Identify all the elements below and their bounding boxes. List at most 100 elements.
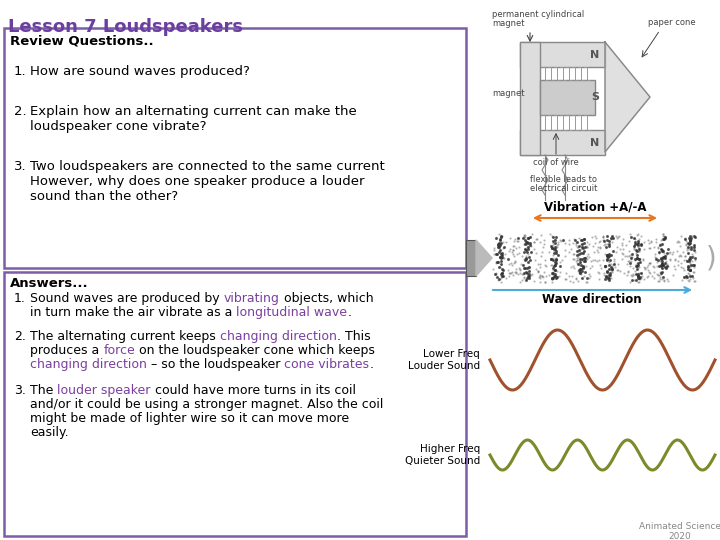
Point	[521, 254, 532, 262]
Point	[590, 232, 601, 240]
Point	[578, 262, 590, 271]
Point	[490, 250, 502, 259]
Point	[654, 240, 666, 249]
Point	[598, 269, 609, 278]
Point	[632, 261, 644, 269]
Point	[547, 268, 559, 277]
Point	[495, 269, 506, 278]
Point	[603, 261, 615, 269]
Point	[687, 252, 698, 260]
Point	[575, 258, 586, 267]
Point	[577, 244, 588, 252]
Point	[546, 270, 558, 279]
Point	[497, 266, 508, 274]
Text: vibrating: vibrating	[224, 292, 279, 305]
Point	[518, 240, 530, 248]
Point	[604, 252, 616, 261]
Point	[683, 240, 695, 248]
Point	[682, 268, 693, 277]
Point	[549, 245, 560, 253]
Point	[687, 274, 698, 283]
Point	[632, 271, 644, 280]
Point	[659, 251, 670, 260]
Point	[618, 252, 630, 260]
Point	[587, 255, 598, 264]
Point	[567, 249, 579, 258]
Point	[680, 252, 691, 260]
Point	[670, 254, 681, 263]
Point	[685, 243, 696, 252]
Point	[626, 271, 638, 280]
Point	[577, 262, 588, 271]
Point	[618, 268, 630, 277]
Point	[588, 247, 600, 256]
Point	[655, 269, 667, 278]
Text: S: S	[591, 92, 599, 102]
Point	[657, 234, 669, 243]
Point	[626, 250, 638, 259]
Point	[540, 278, 552, 286]
Point	[559, 239, 570, 248]
Point	[575, 248, 587, 257]
Point	[684, 275, 696, 284]
Point	[601, 232, 613, 241]
Point	[652, 243, 664, 252]
Point	[652, 270, 663, 279]
Point	[575, 264, 587, 273]
Point	[524, 238, 536, 247]
Point	[629, 233, 640, 242]
Point	[648, 274, 660, 282]
Point	[532, 267, 544, 275]
Point	[684, 253, 696, 262]
Point	[549, 269, 561, 278]
Point	[549, 235, 560, 244]
Point	[629, 244, 640, 252]
Point	[652, 276, 664, 285]
Point	[541, 272, 552, 280]
Point	[629, 267, 641, 275]
Point	[689, 256, 701, 265]
Point	[567, 239, 579, 247]
Point	[657, 253, 668, 261]
Point	[517, 234, 528, 242]
Point	[662, 262, 673, 271]
Point	[659, 275, 670, 284]
Point	[655, 255, 667, 264]
Point	[648, 242, 660, 251]
Point	[655, 262, 667, 271]
Point	[564, 272, 575, 281]
Point	[592, 268, 603, 276]
Point	[569, 255, 580, 264]
Point	[652, 244, 664, 253]
Point	[550, 272, 562, 280]
Point	[606, 268, 618, 276]
Point	[523, 234, 534, 242]
Text: Animated Science
2020: Animated Science 2020	[639, 522, 720, 540]
Point	[492, 273, 503, 281]
Point	[518, 254, 529, 263]
Point	[513, 264, 525, 273]
Point	[495, 232, 507, 241]
Point	[656, 254, 667, 262]
Point	[547, 237, 559, 245]
Point	[647, 262, 658, 271]
Point	[492, 276, 503, 285]
Point	[573, 260, 585, 269]
Point	[601, 274, 613, 283]
Point	[624, 252, 635, 260]
Point	[593, 275, 605, 284]
Point	[660, 251, 672, 260]
Point	[628, 270, 639, 279]
Point	[688, 261, 700, 269]
Point	[642, 272, 653, 281]
Point	[546, 274, 557, 283]
Point	[629, 235, 641, 244]
Text: N: N	[590, 138, 600, 148]
Point	[634, 269, 645, 278]
Point	[605, 266, 616, 274]
Point	[574, 241, 585, 250]
Point	[580, 278, 592, 286]
Point	[643, 267, 654, 276]
Point	[652, 262, 663, 271]
Point	[607, 263, 618, 272]
